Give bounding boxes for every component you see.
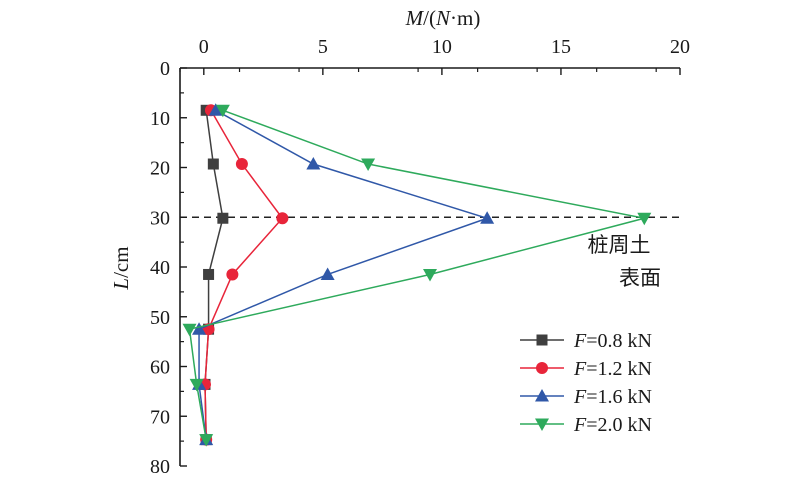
series-1	[199, 104, 229, 446]
x-tick-label: 15	[551, 36, 571, 58]
x-tick-label: 20	[670, 36, 690, 58]
legend-item-3: F=1.6 kN	[520, 386, 652, 408]
legend-marker	[535, 389, 549, 402]
data-point	[235, 158, 248, 171]
x-tick-label: 0	[199, 36, 209, 58]
annotation-line-1: 桩周土	[588, 233, 651, 257]
legend-marker	[536, 362, 548, 374]
data-point	[423, 268, 437, 282]
data-point	[192, 322, 207, 335]
legend-marker	[536, 334, 548, 346]
data-point	[207, 158, 219, 170]
data-point	[203, 268, 215, 280]
legend-item-4: F=2.0 kN	[520, 414, 652, 436]
data-point	[215, 104, 230, 118]
legend: F=0.8 kN F=1.2 kN F=1.6 kN F=2.0 kN	[520, 330, 652, 436]
data-point	[637, 212, 652, 226]
y-tick-label: 10	[150, 108, 170, 130]
x-axis-title: M/(N·m)	[405, 6, 481, 30]
y-tick-label: 20	[150, 158, 170, 180]
data-point	[320, 267, 335, 280]
y-tick-label: 40	[150, 257, 170, 279]
data-point	[182, 323, 197, 337]
legend-marker	[535, 418, 549, 431]
data-point	[276, 212, 289, 225]
y-tick-label: 70	[150, 406, 170, 428]
legend-label: F=2.0 kN	[573, 414, 652, 436]
data-point	[199, 434, 214, 447]
annotation-line-2: 表面	[619, 266, 661, 290]
y-tick-label: 60	[150, 357, 170, 379]
data-point	[208, 103, 223, 116]
y-tick-label: 50	[150, 307, 170, 329]
y-axis-title: L/cm	[109, 246, 133, 290]
y-tick-label: 30	[150, 207, 170, 229]
x-tick-label: 10	[432, 36, 452, 58]
data-point	[361, 158, 376, 172]
series-layer	[182, 103, 652, 447]
data-point	[480, 211, 495, 224]
x-tick-label: 5	[318, 36, 328, 58]
data-point	[226, 268, 239, 281]
legend-item-1: F=0.8 kN	[520, 330, 652, 352]
legend-label: F=1.6 kN	[573, 386, 652, 408]
data-point	[306, 157, 321, 170]
data-point	[189, 378, 204, 392]
series-4	[182, 104, 652, 447]
axes: 0 5 10 15 20 0 10 20 30 40 50 60 70 80	[150, 36, 690, 478]
legend-label: F=1.2 kN	[573, 358, 652, 380]
legend-label: F=0.8 kN	[573, 330, 652, 352]
legend-item-2: F=1.2 kN	[520, 358, 652, 380]
data-point	[217, 212, 229, 224]
y-tick-label: 0	[160, 58, 170, 80]
y-tick-label: 80	[150, 456, 170, 478]
